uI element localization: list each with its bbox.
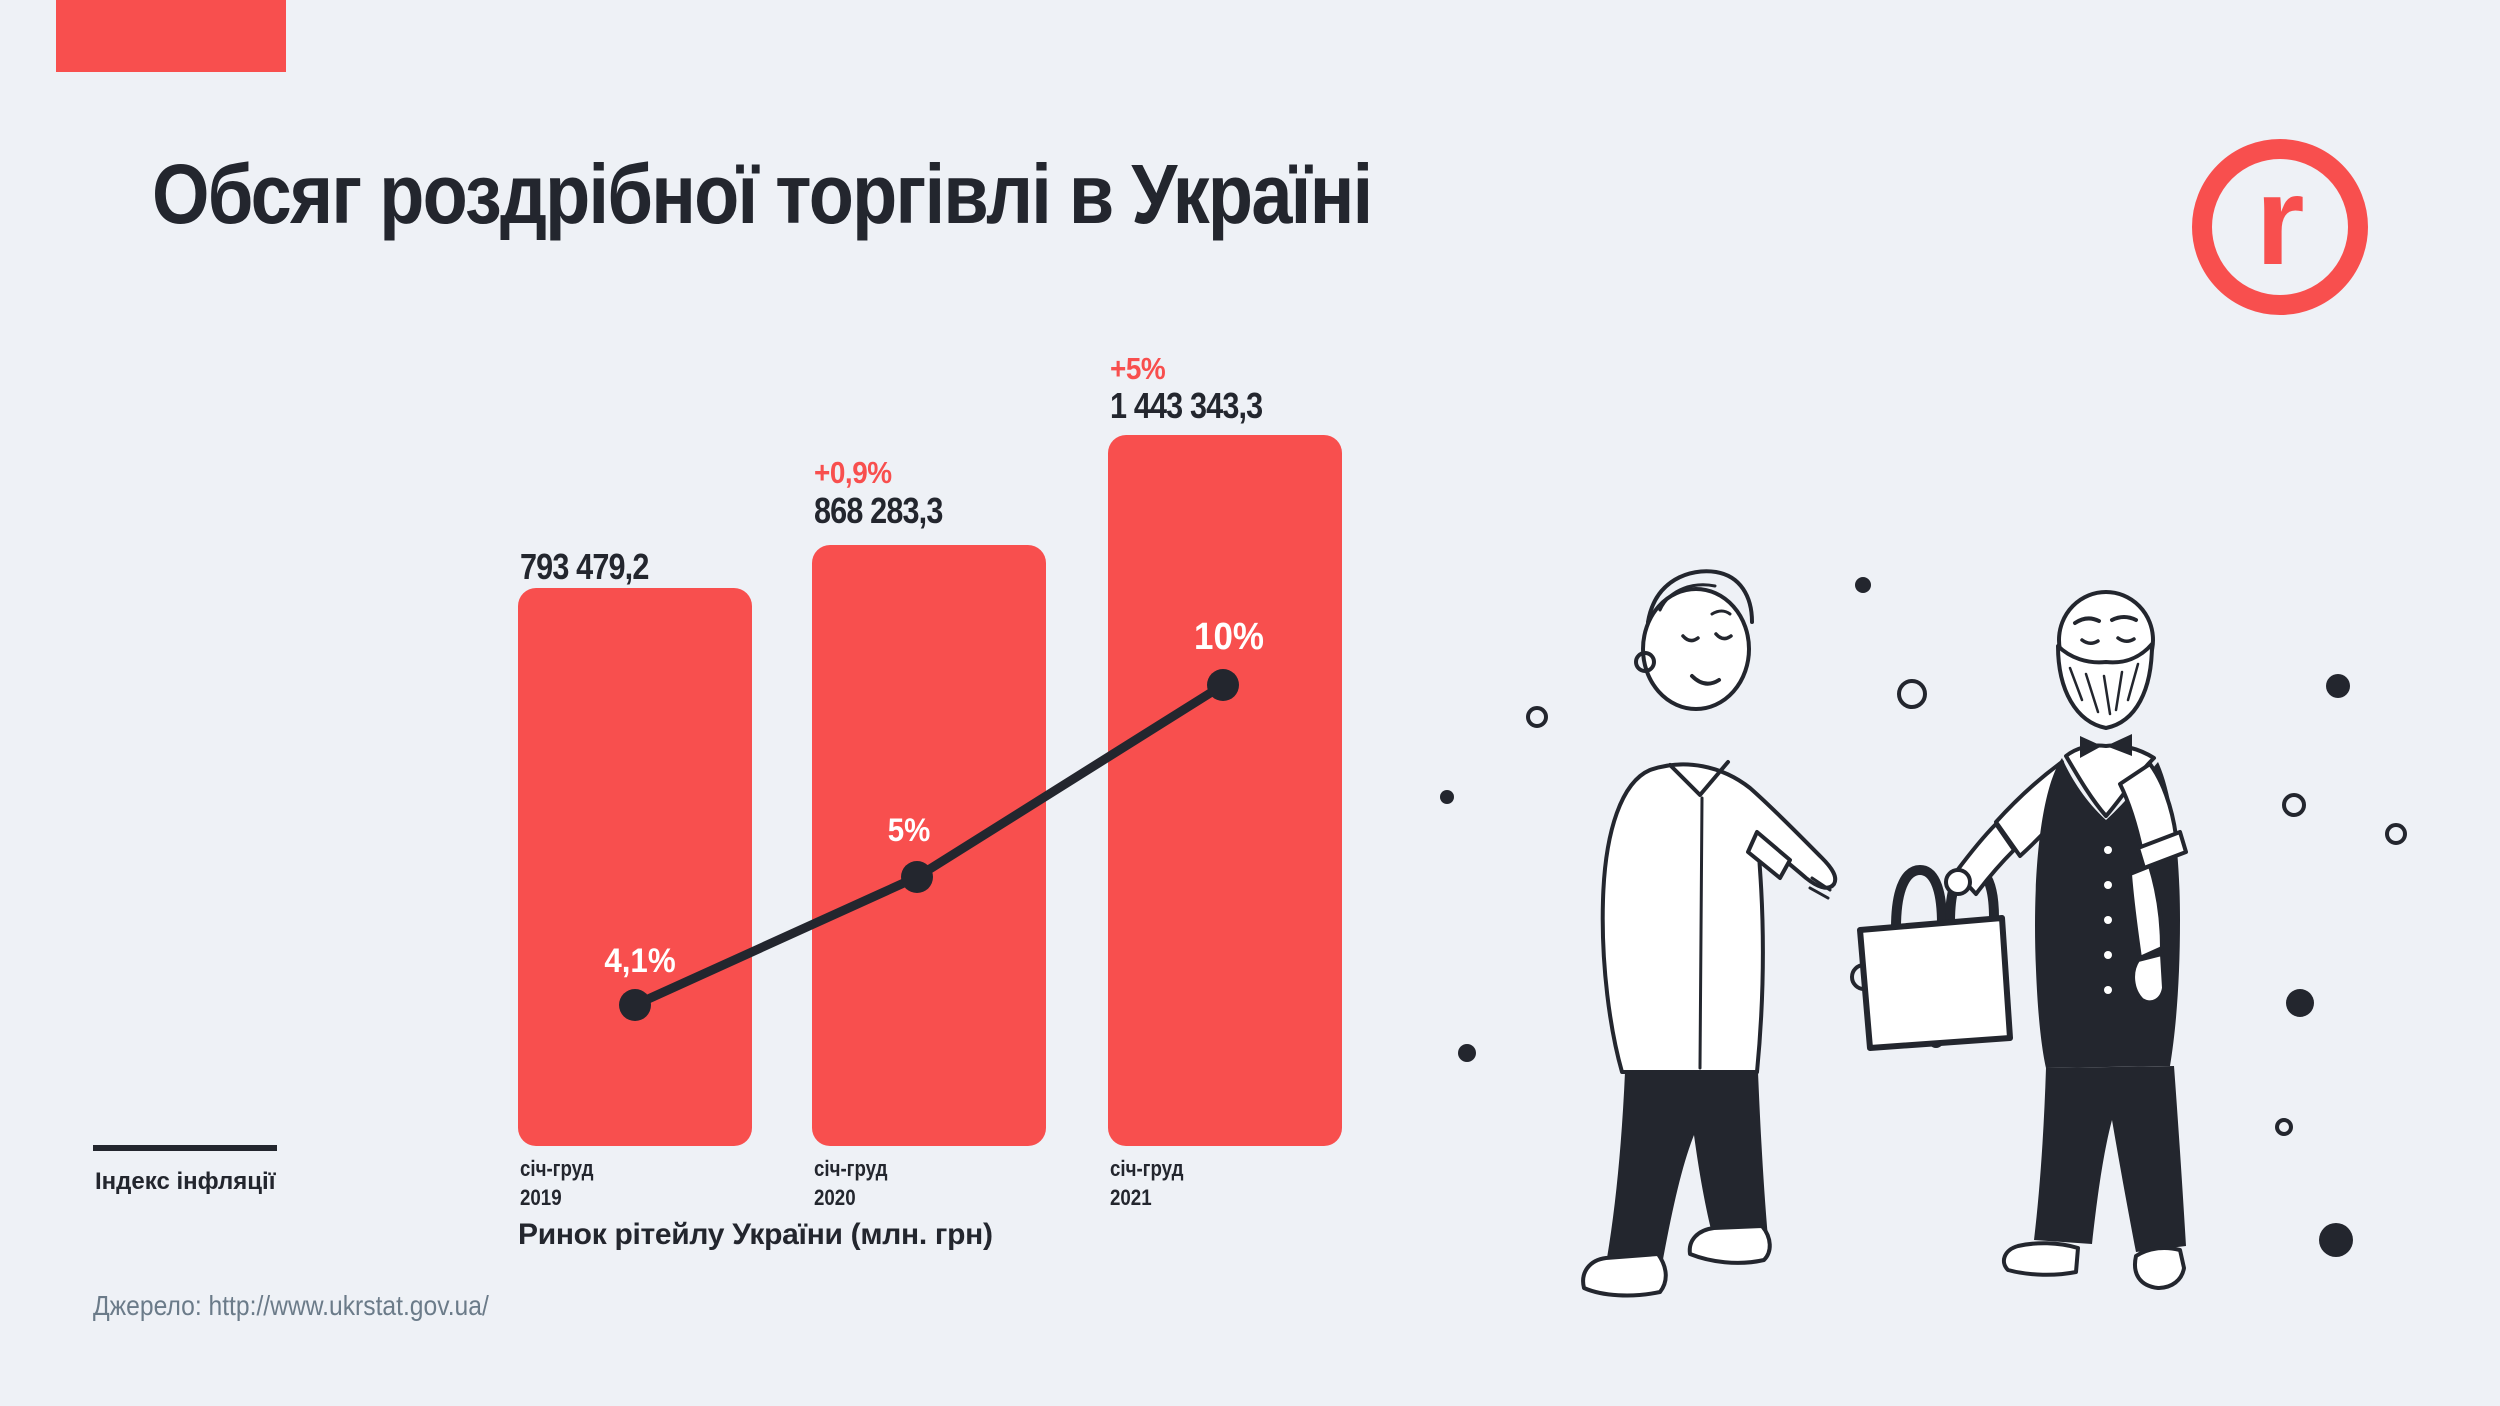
x-tick-2020-line2: 2020 [814,1185,856,1210]
bar-value-2021: 1 443 343,3 [1110,385,1263,426]
customer-cuff [1746,830,1792,880]
customer-shoe [1687,1224,1772,1265]
x-tick-2021-line1: січ-груд [1110,1156,1184,1181]
vendor-hand [2131,952,2166,1005]
decor-ring [1897,679,1927,709]
vendor-head [2057,590,2155,690]
bag-body [1857,915,2013,1051]
vendor-forearm [1954,822,2016,896]
inflation-label-2019: 4,1% [604,942,676,980]
x-tick-2020: січ-груд 2020 [814,1154,887,1212]
bag-handle [1945,862,1999,927]
decor-dot [2326,674,2350,698]
decor-dot [2319,1223,2353,1257]
customer-brow [1710,609,1732,616]
vendor-pants [2034,1066,2186,1252]
page-title: Обсяг роздрібної торгівлі в Україні [152,147,1373,241]
customer-fingers [1808,876,1832,900]
vendor-cuff [2136,830,2188,870]
bar-value-2020: 868 283,3 [814,490,943,531]
decor-ring [1526,706,1548,728]
x-tick-2021: січ-груд 2021 [1110,1154,1183,1212]
vendor-buttons [2104,846,2112,994]
brand-logo: r [2192,139,2368,315]
decor-dot [1928,1032,1944,1048]
customer-shirt [1600,762,1838,1074]
bar-2019 [518,588,752,1146]
customer-head [1641,587,1751,711]
bar-2021 [1108,435,1342,1146]
customer-hair [1658,583,1717,612]
illustration-vendor [1944,590,2188,1290]
decor-ring [2385,823,2407,845]
vendor-shoe [2001,1241,2080,1277]
vendor-vest [2035,758,2180,1068]
customer-placket [1698,796,1704,1070]
x-tick-2020-line1: січ-груд [814,1156,888,1181]
vendor-beard [2056,642,2154,730]
vendor-bowtie [2080,734,2132,758]
customer-collar [1668,760,1730,797]
x-tick-2019-line2: 2019 [520,1185,562,1210]
decor-dots [1440,577,2407,1257]
bag-handle [1891,865,1947,933]
decor-ring [1850,963,1878,991]
vendor-brows [2073,615,2138,625]
customer-smile [1690,674,1721,686]
decor-ring [2282,793,2306,817]
x-tick-2021-line2: 2021 [1110,1185,1152,1210]
decor-dot [1855,577,1871,593]
decor-dot [1458,1044,1476,1062]
vendor-shirt [2064,743,2156,818]
illustration-customer [1581,569,1838,1298]
customer-hair [1646,569,1754,624]
customer-shoe [1581,1252,1668,1298]
bar-growth-2020: +0,9% [814,455,892,490]
bar-growth-2021: +5% [1110,351,1166,386]
corner-accent-bar [56,0,286,72]
x-tick-2019-line1: січ-груд [520,1156,594,1181]
customer-eyes [1681,632,1733,643]
vendor-sleeve [2118,762,2178,854]
vendor-sleeve [1994,760,2070,858]
source-text: Джерело: http://www.ukrstat.gov.ua/ [93,1290,489,1321]
customer-ear [1634,651,1656,673]
decor-ring [2275,1118,2293,1136]
bar-value-2019: 793 479,2 [520,546,649,587]
shopping-bag [1857,862,2013,1051]
x-axis-title: Ринок рітейлу України (млн. грн) [518,1218,993,1251]
x-tick-2019: січ-груд 2019 [520,1154,593,1212]
decor-dot [1440,790,1454,804]
customer-pants [1607,1072,1768,1265]
vendor-shoe [2133,1246,2186,1290]
legend-label: Індекс інфляції [95,1168,276,1195]
legend-line-swatch [93,1145,277,1151]
vendor-eyes [2080,636,2136,645]
vendor-forearm [2128,864,2164,960]
decor-dot [2286,989,2314,1017]
vendor-beard-stripes [2068,662,2140,716]
brand-logo-letter: r [2255,150,2305,291]
inflation-label-2021: 10% [1194,616,1264,658]
inflation-label-2020: 5% [887,812,931,848]
vendor-hand [1944,868,1972,896]
